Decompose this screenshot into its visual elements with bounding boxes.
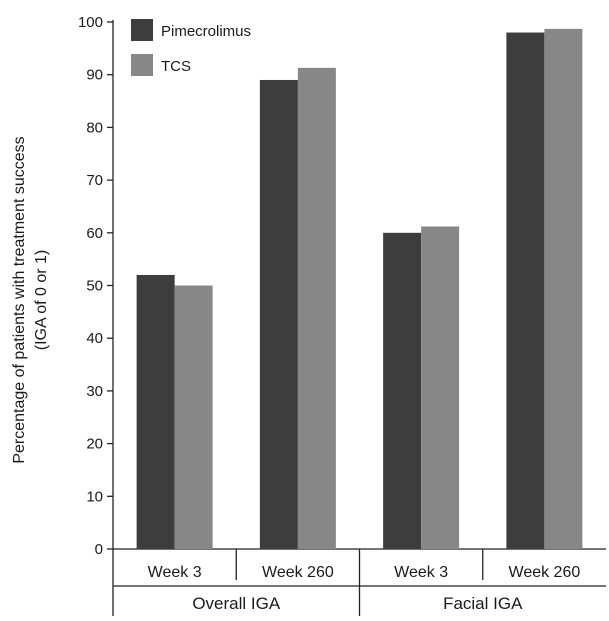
y-tick-label: 90 — [86, 67, 103, 84]
y-axis-label: Percentage of patients with treatment su… — [11, 136, 28, 463]
legend: Pimecrolimus TCS — [131, 19, 251, 76]
y-axis-title: Percentage of patients with treatment su… — [11, 136, 50, 463]
x-axis-labels: Week 3 Week 260 Week 3 Week 260 Overall IGA F… — [113, 549, 606, 616]
bar-tcs-3 — [421, 226, 460, 549]
x-category-label: Week 3 — [148, 564, 202, 581]
x-category-label: Week 260 — [509, 564, 581, 581]
y-tick-label: 100 — [78, 14, 103, 31]
legend-label: TCS — [161, 58, 191, 75]
bars — [136, 28, 583, 550]
y-tick-label: 20 — [86, 436, 103, 453]
bar-tcs-2 — [297, 67, 336, 549]
y-axis-ticks: 0 10 20 30 40 50 60 70 80 90 100 — [78, 14, 113, 558]
y-tick-label: 70 — [86, 172, 103, 189]
bar-tcs-4 — [544, 28, 583, 549]
legend-swatch-tcs — [131, 54, 153, 76]
x-category-label: Week 260 — [262, 564, 334, 581]
y-tick-label: 50 — [86, 278, 103, 295]
legend-swatch-pimecrolimus — [131, 19, 153, 41]
bar-pimecrolimus-1 — [136, 274, 175, 549]
bar-pimecrolimus-4 — [506, 32, 545, 550]
bar-tcs-1 — [174, 285, 213, 549]
y-tick-label: 60 — [86, 225, 103, 242]
x-group-label: Overall IGA — [192, 594, 281, 613]
y-axis-label-line2: (IGA of 0 or 1) — [33, 250, 50, 350]
y-tick-label: 10 — [86, 488, 103, 505]
y-tick-label: 40 — [86, 330, 103, 347]
legend-label: Pimecrolimus — [161, 23, 251, 40]
y-tick-label: 30 — [86, 383, 103, 400]
x-group-label: Facial IGA — [443, 594, 523, 613]
bar-pimecrolimus-3 — [383, 232, 422, 550]
y-tick-label: 0 — [95, 541, 103, 558]
bar-pimecrolimus-2 — [259, 79, 298, 549]
y-tick-label: 80 — [86, 119, 103, 136]
x-category-label: Week 3 — [394, 564, 448, 581]
